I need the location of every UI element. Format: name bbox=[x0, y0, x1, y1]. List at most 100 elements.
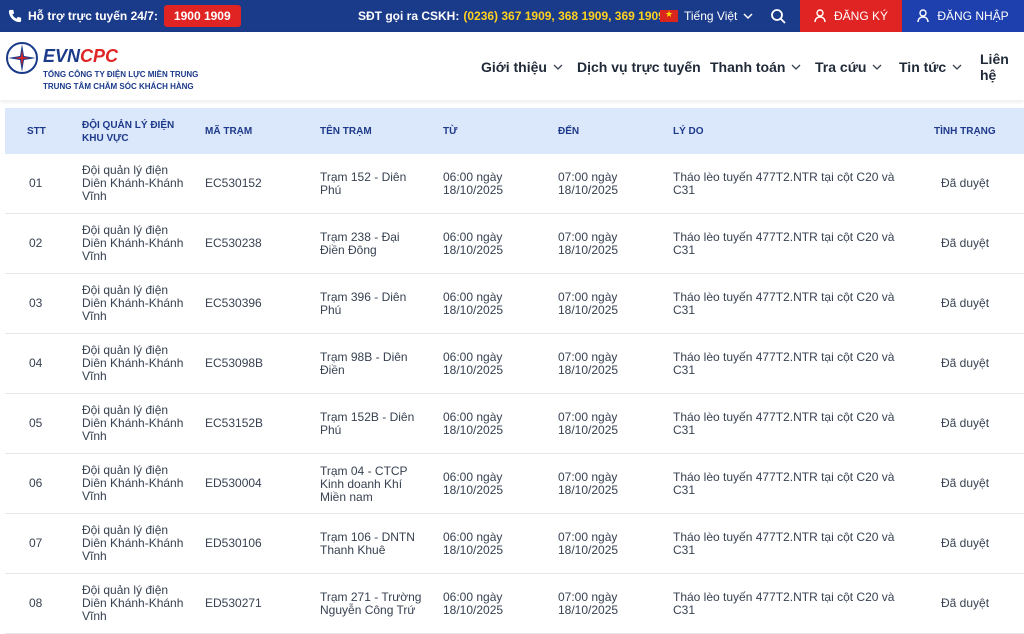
nav-dich-vu-truc-tuyen[interactable]: Dịch vụ trực tuyến bbox=[577, 59, 701, 75]
table-row: 03 Đội quản lý điện Diên Khánh-Khánh Vĩnh… bbox=[5, 274, 1024, 334]
nav-tin-tuc[interactable]: Tin tức bbox=[899, 59, 962, 75]
language-selector[interactable]: Tiếng Việt bbox=[660, 0, 753, 32]
cell-from: 06:00 ngày 18/10/2025 bbox=[443, 350, 504, 377]
cell-unit: Đội quản lý điện Diên Khánh-Khánh Vĩnh bbox=[82, 463, 184, 503]
chevron-down-icon bbox=[791, 64, 801, 70]
table-row: 02 Đội quản lý điện Diên Khánh-Khánh Vĩnh… bbox=[5, 214, 1024, 274]
nav-gioi-thieu[interactable]: Giới thiệu bbox=[481, 59, 563, 75]
search-icon[interactable] bbox=[770, 8, 786, 24]
cell-code: ED530271 bbox=[205, 596, 262, 610]
th-stt: STT bbox=[27, 126, 46, 137]
cell-name: Trạm 396 - Diên Phú bbox=[320, 290, 407, 317]
phone-icon bbox=[8, 9, 22, 23]
chevron-down-icon bbox=[872, 64, 882, 70]
language-label: Tiếng Việt bbox=[684, 9, 738, 23]
cskh-numbers: (0236) 367 1909, 368 1909, 369 1909 bbox=[463, 9, 665, 23]
cell-name: Trạm 238 - Đại Điền Đông bbox=[320, 230, 400, 257]
support-label: Hỗ trợ trực tuyến 24/7: bbox=[28, 9, 158, 23]
cell-to: 07:00 ngày 18/10/2025 bbox=[558, 410, 619, 437]
cell-stt: 02 bbox=[29, 236, 43, 250]
brand-subtitle-2: TRUNG TÂM CHĂM SÓC KHÁCH HÀNG bbox=[43, 82, 194, 91]
top-bar: Hỗ trợ trực tuyến 24/7: 1900 1909 SĐT gọ… bbox=[0, 0, 1024, 32]
cell-status: Đã duyệt bbox=[941, 416, 990, 430]
cell-name: Trạm 152 - Diên Phú bbox=[320, 170, 407, 197]
evn-logo-icon[interactable] bbox=[5, 41, 39, 75]
cell-code: ED530004 bbox=[205, 476, 262, 490]
table-row: 07 Đội quản lý điện Diên Khánh-Khánh Vĩnh… bbox=[5, 514, 1024, 574]
cell-to: 07:00 ngày 18/10/2025 bbox=[558, 590, 619, 617]
cell-unit: Đội quản lý điện Diên Khánh-Khánh Vĩnh bbox=[82, 283, 184, 323]
cell-unit: Đội quản lý điện Diên Khánh-Khánh Vĩnh bbox=[82, 343, 184, 383]
th-status: TÌNH TRẠNG bbox=[934, 126, 996, 137]
cell-from: 06:00 ngày 18/10/2025 bbox=[443, 290, 504, 317]
cell-status: Đã duyệt bbox=[941, 296, 990, 310]
cell-unit: Đội quản lý điện Diên Khánh-Khánh Vĩnh bbox=[82, 583, 184, 623]
register-label: ĐĂNG KÝ bbox=[833, 9, 888, 23]
cell-name: Trạm 106 - DNTN Thanh Khuê bbox=[320, 530, 415, 557]
th-unit: ĐỘI QUẢN LÝ ĐIỆN KHU VỰC bbox=[82, 120, 175, 144]
hotline-button[interactable]: 1900 1909 bbox=[163, 5, 241, 27]
cell-from: 06:00 ngày 18/10/2025 bbox=[443, 230, 504, 257]
cell-reason: Tháo lèo tuyến 477T2.NTR tại cột C20 và … bbox=[673, 230, 895, 257]
chevron-down-icon bbox=[743, 13, 753, 20]
cell-reason: Tháo lèo tuyến 477T2.NTR tại cột C20 và … bbox=[673, 170, 895, 197]
login-button[interactable]: ĐĂNG NHẬP bbox=[902, 0, 1024, 32]
cell-name: Trạm 04 - CTCP Kinh doanh Khí Miền nam bbox=[320, 464, 408, 504]
cell-stt: 04 bbox=[29, 356, 43, 370]
cell-code: EC530396 bbox=[205, 296, 262, 310]
cell-from: 06:00 ngày 18/10/2025 bbox=[443, 530, 504, 557]
cell-status: Đã duyệt bbox=[941, 476, 990, 490]
cell-stt: 03 bbox=[29, 296, 43, 310]
cell-name: Trạm 98B - Diên Điền bbox=[320, 350, 408, 377]
cell-status: Đã duyệt bbox=[941, 356, 990, 370]
cell-status: Đã duyệt bbox=[941, 536, 990, 550]
nav-tra-cuu[interactable]: Tra cứu bbox=[815, 59, 882, 75]
cell-stt: 06 bbox=[29, 476, 43, 490]
nav-label: Tra cứu bbox=[815, 59, 867, 75]
brand-cpc: CPC bbox=[80, 46, 119, 66]
chevron-down-icon bbox=[553, 64, 563, 70]
cell-reason: Tháo lèo tuyến 477T2.NTR tại cột C20 và … bbox=[673, 410, 895, 437]
nav-lien-he[interactable]: Liên hệ bbox=[980, 51, 1024, 83]
cell-unit: Đội quản lý điện Diên Khánh-Khánh Vĩnh bbox=[82, 523, 184, 563]
chevron-down-icon bbox=[952, 64, 962, 70]
cell-code: EC53152B bbox=[205, 416, 264, 430]
cell-reason: Tháo lèo tuyến 477T2.NTR tại cột C20 và … bbox=[673, 350, 895, 377]
th-reason: LÝ DO bbox=[673, 126, 704, 137]
th-code: MÃ TRẠM bbox=[205, 126, 253, 137]
cell-status: Đã duyệt bbox=[941, 236, 990, 250]
cell-stt: 01 bbox=[29, 176, 43, 190]
cskh-label: SĐT gọi ra CSKH: bbox=[358, 9, 460, 23]
user-icon bbox=[917, 9, 930, 23]
cell-from: 06:00 ngày 18/10/2025 bbox=[443, 170, 504, 197]
nav-label: Liên hệ bbox=[980, 51, 1009, 83]
cell-unit: Đội quản lý điện Diên Khánh-Khánh Vĩnh bbox=[82, 403, 184, 443]
cell-reason: Tháo lèo tuyến 477T2.NTR tại cột C20 và … bbox=[673, 470, 895, 497]
cell-unit: Đội quản lý điện Diên Khánh-Khánh Vĩnh bbox=[82, 223, 184, 263]
login-label: ĐĂNG NHẬP bbox=[937, 9, 1009, 23]
nav-thanh-toan[interactable]: Thanh toán bbox=[710, 59, 801, 75]
nav-label: Giới thiệu bbox=[481, 59, 547, 75]
cell-code: EC53098B bbox=[205, 356, 264, 370]
th-name: TÊN TRẠM bbox=[320, 126, 372, 137]
nav-label: Tin tức bbox=[899, 59, 947, 75]
cell-stt: 07 bbox=[29, 536, 43, 550]
brand-name[interactable]: EVNCPC bbox=[43, 46, 118, 67]
cell-to: 07:00 ngày 18/10/2025 bbox=[558, 170, 619, 197]
support-info: Hỗ trợ trực tuyến 24/7: 1900 1909 bbox=[8, 0, 241, 32]
cell-code: ED530106 bbox=[205, 536, 262, 550]
th-to: ĐẾN bbox=[558, 126, 580, 137]
table-row: 08 Đội quản lý điện Diên Khánh-Khánh Vĩnh… bbox=[5, 574, 1024, 634]
cell-unit: Đội quản lý điện Diên Khánh-Khánh Vĩnh bbox=[82, 163, 184, 203]
cell-code: EC530152 bbox=[205, 176, 262, 190]
cell-stt: 05 bbox=[29, 416, 43, 430]
cell-to: 07:00 ngày 18/10/2025 bbox=[558, 350, 619, 377]
cell-status: Đã duyệt bbox=[941, 176, 990, 190]
brand-evn: EVN bbox=[43, 46, 81, 66]
cell-to: 07:00 ngày 18/10/2025 bbox=[558, 290, 619, 317]
cell-code: EC530238 bbox=[205, 236, 262, 250]
register-button[interactable]: ĐĂNG KÝ bbox=[800, 0, 902, 32]
cell-name: Trạm 271 - Trường Nguyễn Công Trứ bbox=[320, 590, 422, 617]
table-row: 04 Đội quản lý điện Diên Khánh-Khánh Vĩnh… bbox=[5, 334, 1024, 394]
cell-from: 06:00 ngày 18/10/2025 bbox=[443, 410, 504, 437]
